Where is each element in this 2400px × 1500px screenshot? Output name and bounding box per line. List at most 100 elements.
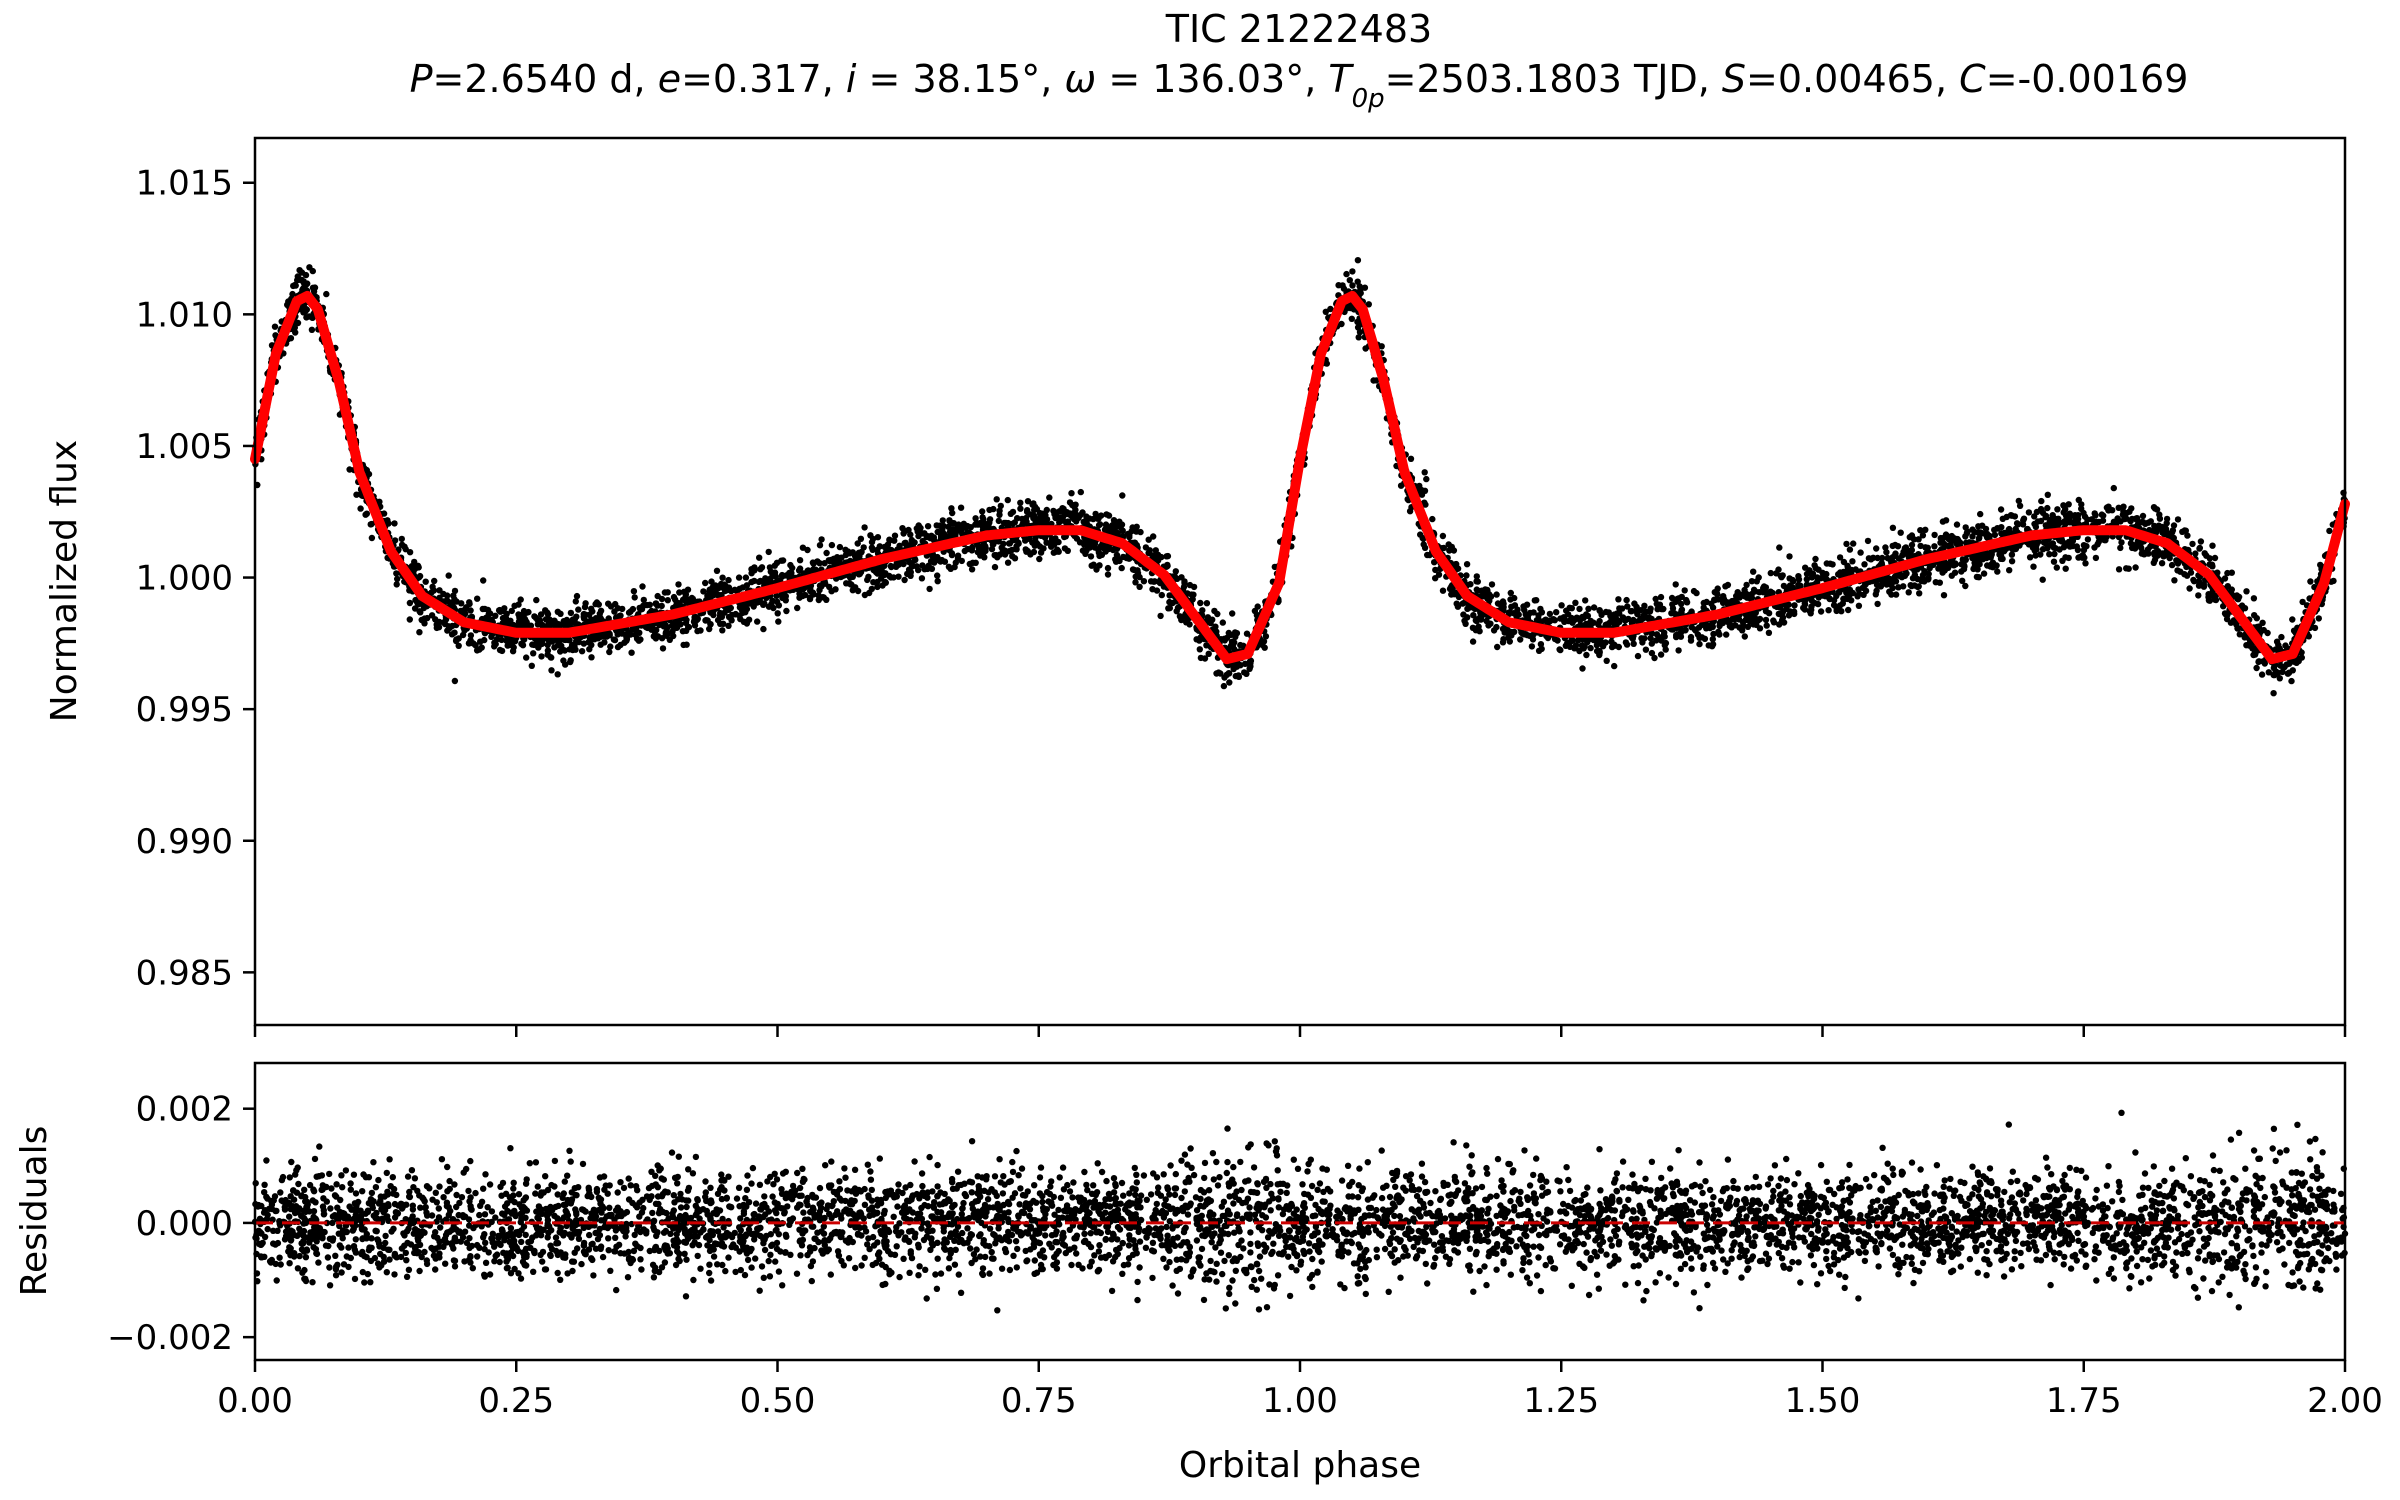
flux-point — [982, 547, 989, 555]
flux-point — [2139, 548, 2146, 556]
flux-point — [1850, 540, 1857, 547]
flux-point — [782, 593, 789, 600]
flux-point — [870, 579, 877, 586]
flux-point — [1029, 501, 1036, 508]
flux-point — [2158, 560, 2166, 567]
flux-point — [554, 671, 561, 678]
flux-point — [1917, 542, 1924, 550]
flux-point — [1953, 521, 1961, 528]
flux-point — [1874, 554, 1881, 562]
flux-point — [816, 582, 824, 589]
flux-point — [990, 505, 997, 513]
flux-point — [2030, 563, 2037, 570]
flux-point — [1040, 545, 1047, 552]
flux-point — [1603, 657, 1610, 664]
flux-point — [451, 587, 459, 595]
flux-point — [567, 658, 574, 666]
flux-point — [952, 559, 959, 566]
flux-point — [2243, 588, 2250, 595]
flux-point — [1864, 537, 1872, 545]
flux-point — [2168, 561, 2176, 569]
flux-point — [298, 269, 306, 276]
flux-point — [2289, 616, 2296, 623]
flux-point — [451, 677, 459, 685]
flux-point — [548, 638, 556, 645]
flux-point — [1790, 608, 1798, 615]
flux-point — [868, 585, 875, 593]
flux-point — [2049, 512, 2056, 519]
flux-point — [849, 587, 856, 594]
flux-point — [640, 596, 647, 604]
flux-point — [1022, 514, 1030, 522]
flux-point — [2298, 654, 2305, 661]
flux-point — [1723, 631, 1730, 638]
flux-point — [1862, 587, 1870, 595]
flux-point — [1048, 541, 1055, 548]
flux-point — [1420, 541, 1427, 548]
flux-point — [1543, 617, 1550, 625]
flux-point — [1423, 475, 1430, 483]
flux-point — [566, 637, 573, 644]
flux-point — [1780, 582, 1788, 590]
flux-point — [496, 646, 504, 654]
flux-point — [1827, 560, 1834, 567]
flux-point — [2123, 565, 2130, 572]
flux-point — [1055, 538, 1062, 546]
flux-point — [1755, 574, 1762, 581]
flux-point — [1463, 572, 1470, 579]
flux-point — [1917, 527, 1924, 534]
flux-point — [946, 517, 953, 524]
flux-point — [1814, 600, 1822, 608]
flux-point — [1551, 617, 1559, 624]
flux-point — [2100, 512, 2107, 519]
flux-point — [2271, 671, 2278, 679]
flux-point — [1519, 630, 1526, 637]
flux-point — [975, 543, 983, 550]
flux-point — [1690, 587, 1698, 595]
flux-point — [1522, 611, 1529, 618]
flux-point — [1129, 524, 1136, 531]
flux-point — [1553, 609, 1560, 616]
flux-point — [2120, 508, 2127, 515]
flux-point — [1204, 614, 1212, 621]
flux-point — [1017, 499, 1024, 506]
flux-point — [669, 628, 676, 635]
flux-point — [1451, 591, 1458, 598]
flux-point — [2186, 585, 2193, 592]
flux-point — [289, 290, 296, 298]
flux-point — [1753, 621, 1760, 628]
flux-point — [934, 555, 941, 563]
flux-point — [1898, 574, 1906, 581]
flux-point — [1005, 548, 1013, 555]
flux-point — [1354, 257, 1362, 264]
flux-point — [1618, 605, 1626, 612]
flux-point — [799, 544, 807, 551]
flux-point — [819, 594, 826, 601]
flux-point — [1446, 585, 1454, 593]
flux-point — [794, 604, 801, 612]
flux-point — [1738, 623, 1745, 631]
flux-point — [867, 532, 874, 539]
flux-point — [1219, 619, 1227, 626]
flux-point — [1322, 308, 1330, 315]
flux-point — [658, 595, 666, 603]
flux-point — [1096, 521, 1104, 528]
flux-point — [406, 599, 414, 607]
flux-point — [968, 547, 976, 554]
flux-point — [2075, 496, 2082, 504]
flux-point — [533, 596, 540, 604]
flux-point — [1708, 643, 1716, 650]
flux-point — [1807, 610, 1814, 617]
flux-point — [802, 591, 809, 599]
flux-point — [1808, 574, 1816, 581]
flux-point — [664, 589, 671, 596]
flux-point — [1582, 620, 1590, 628]
flux-point — [2253, 664, 2260, 672]
flux-point — [997, 502, 1004, 510]
flux-point — [1879, 554, 1886, 562]
flux-point — [1687, 637, 1695, 644]
subtitle-part: e — [658, 57, 681, 101]
flux-point — [308, 326, 316, 333]
flux-point — [1865, 555, 1873, 562]
flux-point — [1137, 528, 1144, 536]
